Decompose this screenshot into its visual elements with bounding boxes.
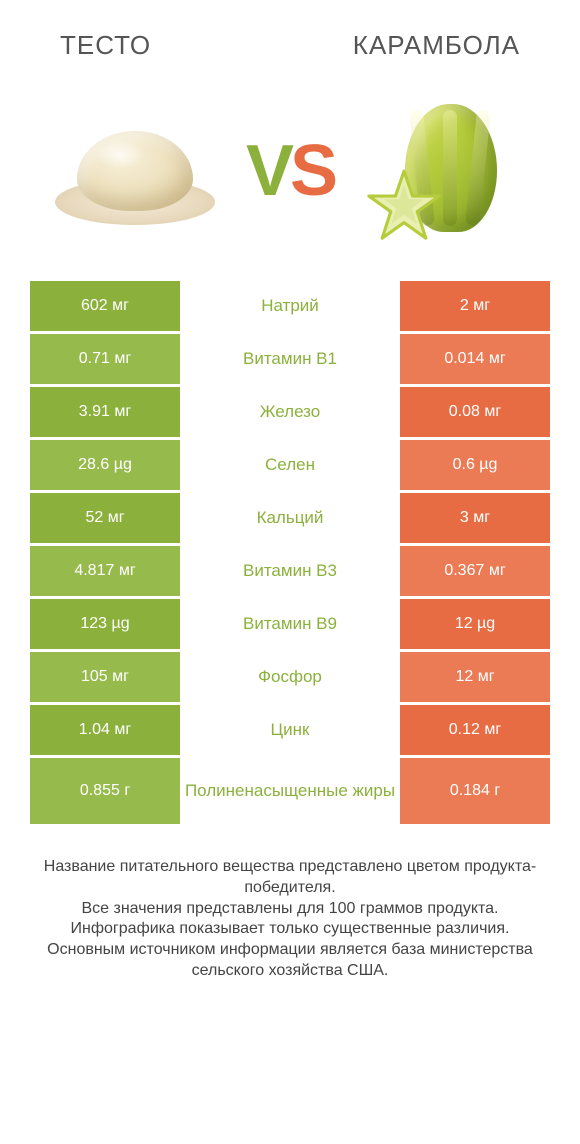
nutrient-name-cell: Железо bbox=[180, 387, 400, 437]
left-value-cell: 28.6 µg bbox=[30, 440, 180, 490]
right-value-cell: 0.12 мг bbox=[400, 705, 550, 755]
right-value-cell: 0.014 мг bbox=[400, 334, 550, 384]
hero-row: VS bbox=[0, 81, 580, 281]
nutrient-name-cell: Натрий bbox=[180, 281, 400, 331]
header: ТЕСТО КАРАМБОЛА bbox=[0, 0, 580, 81]
right-value-cell: 0.6 µg bbox=[400, 440, 550, 490]
left-value-cell: 0.71 мг bbox=[30, 334, 180, 384]
nutrient-table: 602 мгНатрий2 мг0.71 мгВитамин B10.014 м… bbox=[0, 281, 580, 824]
nutrient-name-cell: Цинк bbox=[180, 705, 400, 755]
vs-v: V bbox=[246, 131, 290, 211]
table-row: 602 мгНатрий2 мг bbox=[30, 281, 550, 331]
table-row: 3.91 мгЖелезо0.08 мг bbox=[30, 387, 550, 437]
footer-line: Инфографика показывает только существенн… bbox=[28, 919, 552, 940]
table-row: 0.71 мгВитамин B10.014 мг bbox=[30, 334, 550, 384]
left-product-title: ТЕСТО bbox=[60, 30, 151, 61]
table-row: 1.04 мгЦинк0.12 мг bbox=[30, 705, 550, 755]
nutrient-name-cell: Витамин B3 bbox=[180, 546, 400, 596]
right-product-title: КАРАМБОЛА bbox=[353, 30, 520, 61]
left-value-cell: 52 мг bbox=[30, 493, 180, 543]
footer-line: Название питательного вещества представл… bbox=[28, 857, 552, 899]
left-value-cell: 3.91 мг bbox=[30, 387, 180, 437]
vs-label: VS bbox=[246, 135, 334, 207]
left-value-cell: 105 мг bbox=[30, 652, 180, 702]
left-value-cell: 123 µg bbox=[30, 599, 180, 649]
vs-s: S bbox=[290, 131, 334, 211]
nutrient-name-cell: Витамин B9 bbox=[180, 599, 400, 649]
right-value-cell: 12 µg bbox=[400, 599, 550, 649]
nutrient-name-cell: Витамин B1 bbox=[180, 334, 400, 384]
table-row: 52 мгКальций3 мг bbox=[30, 493, 550, 543]
right-value-cell: 0.184 г bbox=[400, 758, 550, 824]
table-row: 123 µgВитамин B912 µg bbox=[30, 599, 550, 649]
left-value-cell: 602 мг bbox=[30, 281, 180, 331]
table-row: 4.817 мгВитамин B30.367 мг bbox=[30, 546, 550, 596]
nutrient-name-cell: Селен bbox=[180, 440, 400, 490]
table-row: 105 мгФосфор12 мг bbox=[30, 652, 550, 702]
table-row: 28.6 µgСелен0.6 µg bbox=[30, 440, 550, 490]
left-value-cell: 4.817 мг bbox=[30, 546, 180, 596]
left-value-cell: 1.04 мг bbox=[30, 705, 180, 755]
footer-line: Все значения представлены для 100 граммо… bbox=[28, 899, 552, 920]
table-row: 0.855 гПолиненасыщенные жиры0.184 г bbox=[30, 758, 550, 824]
nutrient-name-cell: Кальций bbox=[180, 493, 400, 543]
left-value-cell: 0.855 г bbox=[30, 758, 180, 824]
right-value-cell: 0.367 мг bbox=[400, 546, 550, 596]
footer-note: Название питательного вещества представл… bbox=[0, 827, 580, 982]
nutrient-name-cell: Фосфор bbox=[180, 652, 400, 702]
dough-image bbox=[50, 101, 220, 241]
right-value-cell: 12 мг bbox=[400, 652, 550, 702]
carambola-image bbox=[360, 101, 530, 241]
nutrient-name-cell: Полиненасыщенные жиры bbox=[180, 758, 400, 824]
right-value-cell: 0.08 мг bbox=[400, 387, 550, 437]
right-value-cell: 2 мг bbox=[400, 281, 550, 331]
footer-line: Основным источником информации является … bbox=[28, 940, 552, 982]
right-value-cell: 3 мг bbox=[400, 493, 550, 543]
